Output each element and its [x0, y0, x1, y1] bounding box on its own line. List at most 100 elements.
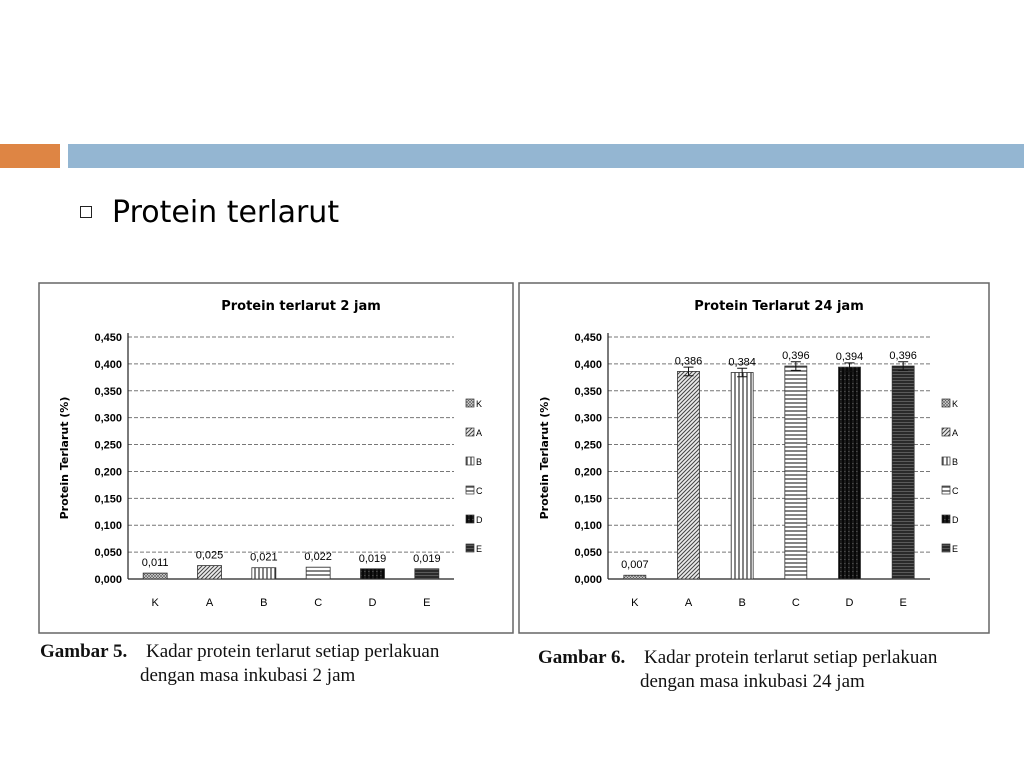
chart-title: Protein terlarut 2 jam — [221, 299, 381, 314]
data-label: 0,396 — [889, 350, 917, 362]
y-tick-label: 0,050 — [574, 547, 602, 559]
bar-K — [142, 572, 168, 580]
y-tick-label: 0,450 — [574, 332, 602, 344]
legend-label: E — [476, 544, 482, 554]
error-bar — [737, 367, 748, 378]
y-tick-label: 0,100 — [94, 520, 122, 532]
legend-swatch — [941, 514, 951, 524]
bullet-item: Protein terlarut — [80, 192, 339, 232]
x-tick-label: E — [423, 597, 430, 609]
chart-title: Protein Terlarut 24 jam — [694, 299, 864, 314]
data-label: 0,022 — [304, 551, 332, 563]
legend-label: A — [476, 428, 482, 438]
y-tick-label: 0,400 — [574, 359, 602, 371]
bar-E — [414, 568, 440, 580]
legend-swatch — [465, 485, 475, 495]
bar-E — [891, 365, 915, 580]
data-label: 0,021 — [250, 552, 278, 564]
x-tick-label: C — [314, 597, 322, 609]
y-tick-label: 0,250 — [574, 440, 602, 452]
legend-swatch — [465, 427, 475, 437]
y-tick-label: 0,000 — [574, 574, 602, 586]
y-tick-label: 0,350 — [574, 386, 602, 398]
x-tick-label: C — [792, 597, 800, 609]
legend-swatch — [941, 543, 951, 553]
y-tick-label: 0,350 — [94, 386, 122, 398]
y-tick-label: 0,200 — [574, 466, 602, 478]
caption-figure-5: Gambar 5. Kadar protein terlarut setiap … — [40, 640, 510, 688]
caption-figure-number: Gambar 5. — [40, 641, 128, 662]
chart-figure-24-jam: Protein Terlarut 24 jam Protein Terlarut … — [518, 282, 990, 634]
caption-line-2: dengan masa inkubasi 24 jam — [640, 671, 865, 692]
chart-svg: Protein Terlarut 24 jam Protein Terlarut … — [518, 282, 990, 634]
legend-swatch — [465, 514, 475, 524]
data-label: 0,007 — [621, 559, 649, 571]
bar-A — [197, 565, 222, 580]
y-tick-label: 0,150 — [94, 493, 122, 505]
caption-line-1: Kadar protein terlarut setiap perlakuan — [644, 647, 938, 668]
legend-swatch — [465, 398, 475, 408]
x-tick-label: B — [260, 597, 267, 609]
data-label: 0,386 — [675, 355, 703, 367]
legend-swatch — [465, 543, 475, 553]
data-label: 0,011 — [142, 557, 169, 569]
bar-C — [305, 566, 331, 580]
legend-label: C — [476, 486, 483, 496]
caption-line-1: Kadar protein terlarut setiap perlakuan — [146, 641, 440, 662]
bar-D — [360, 568, 385, 580]
data-label: 0,384 — [728, 356, 756, 368]
bar-C — [784, 365, 808, 580]
y-tick-label: 0,250 — [94, 440, 122, 452]
bar-D — [838, 366, 861, 580]
accent-bar-orange — [0, 144, 60, 168]
y-axis-label: Protein Terlarut (%) — [58, 397, 71, 520]
data-label: 0,396 — [782, 350, 810, 362]
legend-label: K — [476, 399, 482, 409]
bar-K — [623, 574, 647, 580]
y-tick-label: 0,100 — [574, 520, 602, 532]
legend-label: K — [952, 399, 958, 409]
x-tick-label: K — [151, 597, 159, 609]
error-bar — [844, 362, 855, 372]
y-tick-label: 0,150 — [574, 493, 602, 505]
caption-figure-number: Gambar 6. — [538, 647, 626, 668]
bar-A — [677, 371, 700, 580]
chart-figure-2-jam: Protein terlarut 2 jam Protein Terlarut (… — [38, 282, 514, 634]
legend-label: A — [952, 428, 958, 438]
bullet-text: Protein terlarut — [112, 194, 340, 230]
bar-B — [730, 372, 754, 580]
data-label: 0,025 — [196, 550, 224, 562]
chart-svg: Protein terlarut 2 jam Protein Terlarut (… — [38, 282, 514, 634]
legend-swatch — [941, 456, 951, 466]
bar-B — [251, 567, 277, 580]
legend-label: D — [952, 515, 959, 525]
error-bar — [683, 366, 694, 377]
y-tick-label: 0,400 — [94, 359, 122, 371]
y-tick-label: 0,450 — [94, 332, 122, 344]
data-label: 0,019 — [413, 553, 441, 565]
error-bar — [790, 361, 801, 371]
y-axis-label: Protein Terlarut (%) — [538, 397, 551, 520]
x-tick-label: B — [738, 597, 745, 609]
accent-bar-blue — [68, 144, 1024, 168]
legend-swatch — [941, 398, 951, 408]
y-tick-label: 0,000 — [94, 574, 122, 586]
x-tick-label: A — [685, 597, 693, 609]
legend-label: C — [952, 486, 959, 496]
x-tick-label: K — [631, 597, 639, 609]
y-tick-label: 0,200 — [94, 466, 122, 478]
x-tick-label: E — [899, 597, 906, 609]
square-bullet-icon — [80, 206, 92, 218]
y-tick-label: 0,300 — [574, 413, 602, 425]
legend-swatch — [465, 456, 475, 466]
y-tick-label: 0,050 — [94, 547, 122, 559]
legend-label: B — [952, 457, 958, 467]
legend-swatch — [941, 427, 951, 437]
x-tick-label: A — [206, 597, 214, 609]
legend-label: D — [476, 515, 483, 525]
legend-label: E — [952, 544, 958, 554]
data-label: 0,394 — [836, 351, 864, 363]
x-tick-label: D — [369, 597, 377, 609]
x-tick-label: D — [846, 597, 854, 609]
caption-line-2: dengan masa inkubasi 2 jam — [140, 665, 356, 686]
